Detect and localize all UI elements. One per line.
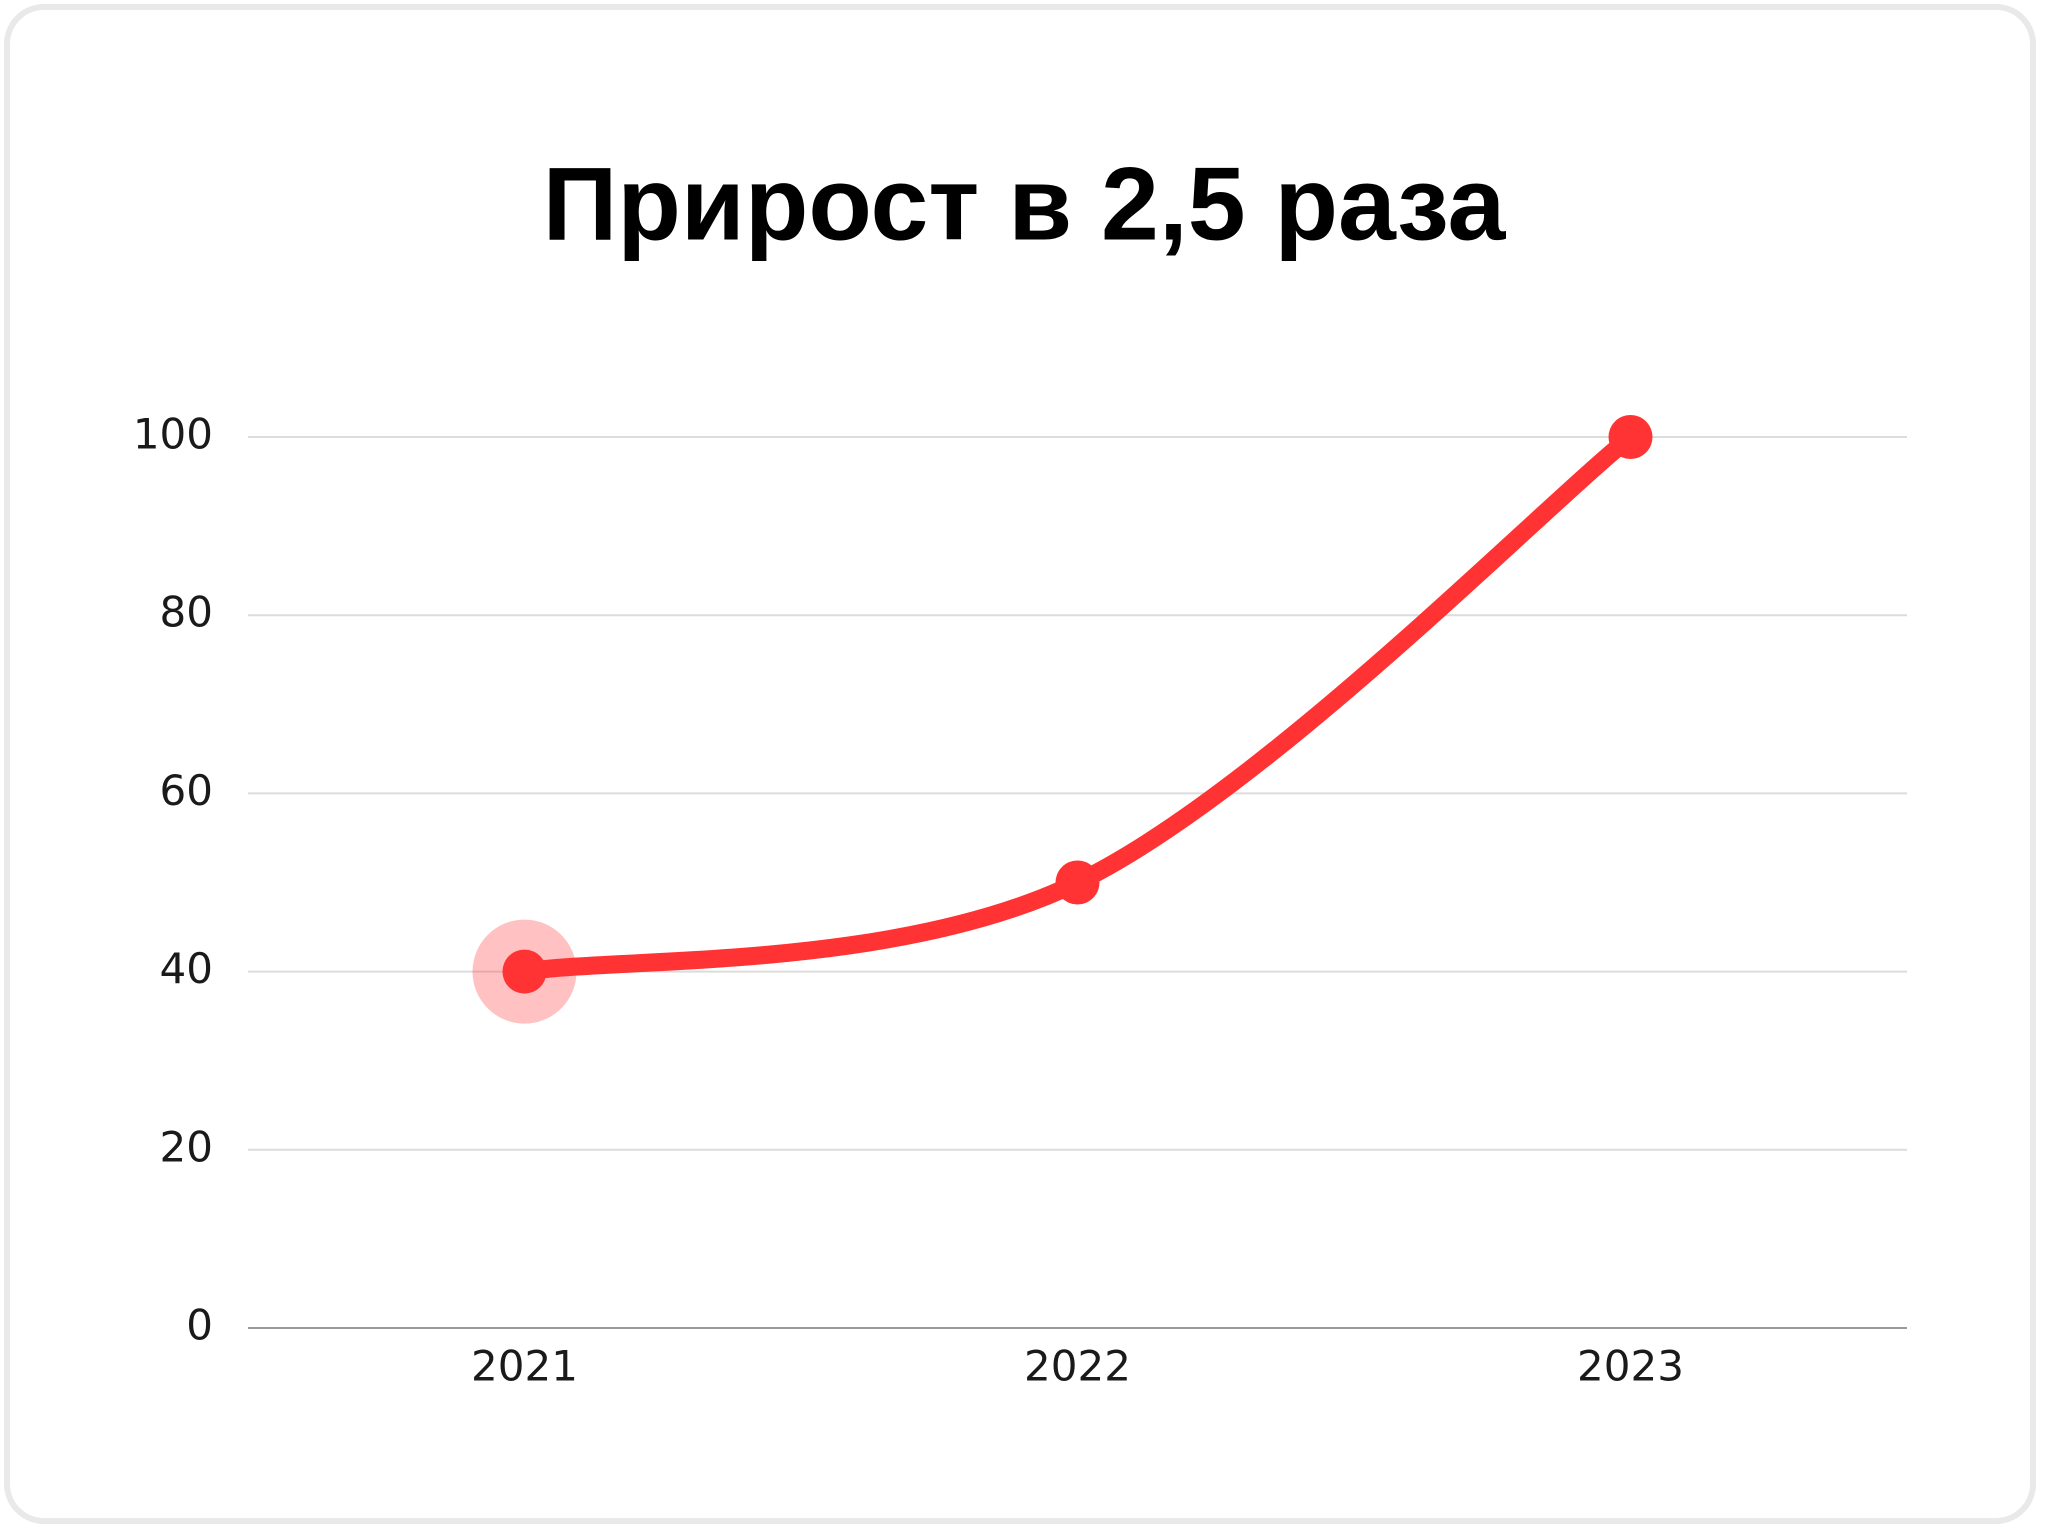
card xyxy=(4,4,2036,1524)
y-tick-label: 0 xyxy=(186,1301,213,1350)
chart-title: Прирост в 2,5 раза xyxy=(543,146,1507,262)
y-tick-label: 20 xyxy=(160,1122,213,1171)
y-tick-label: 40 xyxy=(160,944,213,993)
y-tick-label: 80 xyxy=(160,588,213,637)
point xyxy=(502,949,547,994)
y-tick-label: 60 xyxy=(160,766,213,815)
x-tick-label: 2023 xyxy=(1577,1342,1684,1391)
x-tick-label: 2022 xyxy=(1024,1342,1131,1391)
point xyxy=(1608,415,1653,459)
y-tick-label: 100 xyxy=(133,410,213,459)
point xyxy=(1055,860,1100,905)
x-tick-label: 2021 xyxy=(471,1342,578,1391)
